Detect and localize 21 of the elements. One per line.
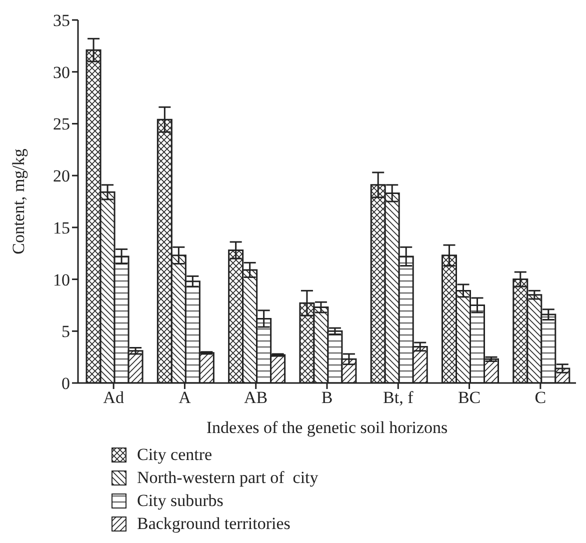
y-tick-label: 15 <box>53 218 70 238</box>
legend-label: Background territories <box>137 514 290 534</box>
y-tick-label: 20 <box>53 166 70 186</box>
y-tick-label: 25 <box>53 114 70 134</box>
x-tick-label: C <box>534 388 546 408</box>
y-tick-label: 10 <box>53 270 70 290</box>
y-tick-label: 35 <box>53 11 70 30</box>
x-tick-label: A <box>178 388 192 408</box>
x-tick-label: Ad <box>103 388 124 408</box>
x-tick-label: AB <box>244 388 268 408</box>
x-tick-label: BC <box>458 388 481 408</box>
x-axis-title: Indexes of the genetic soil horizons <box>206 418 448 437</box>
legend-label: North-western part of city <box>137 468 318 488</box>
y-tick-label: 30 <box>53 62 70 82</box>
x-tick-label: B <box>321 388 333 408</box>
legend-label: City centre <box>137 444 212 464</box>
y-tick-label: 0 <box>62 374 70 394</box>
y-tick-label: 5 <box>62 322 70 342</box>
x-tick-label: Bt, f <box>383 388 414 408</box>
legend-label: City suburbs <box>137 490 224 510</box>
y-axis-title: Content, mg/kg <box>9 148 28 254</box>
